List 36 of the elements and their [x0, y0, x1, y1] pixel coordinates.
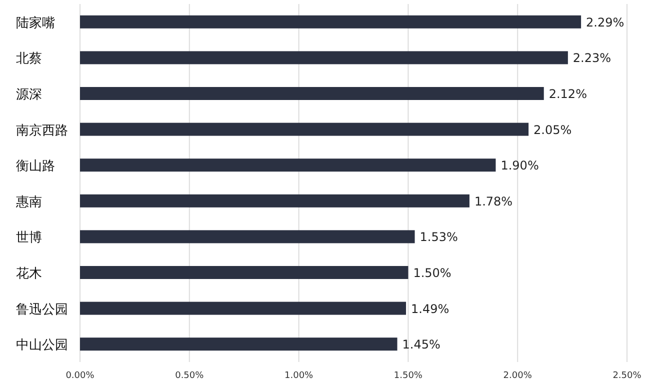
bar: [80, 194, 470, 208]
y-tick-label: 源深: [16, 88, 42, 102]
x-tick-label: 0.00%: [66, 371, 95, 381]
x-tick-label: 2.50%: [612, 371, 642, 381]
x-tick-label: 1.00%: [284, 371, 314, 381]
y-tick-label: 南京西路: [16, 123, 68, 138]
y-tick-label: 衡山路: [16, 159, 55, 174]
data-label: 1.49%: [411, 302, 450, 316]
bar: [80, 122, 529, 136]
data-label: 2.29%: [586, 15, 624, 30]
data-label: 1.45%: [402, 338, 440, 352]
data-label: 1.53%: [420, 230, 458, 244]
data-label: 2.12%: [548, 87, 587, 101]
data-label: 1.78%: [474, 194, 513, 208]
bar: [80, 87, 544, 100]
bar: [80, 230, 415, 244]
y-tick-label: 中山公园: [16, 338, 68, 354]
data-label: 2.05%: [534, 122, 572, 137]
y-tick-label: 花木: [16, 266, 42, 282]
data-label: 2.23%: [572, 51, 612, 66]
bar: [80, 15, 582, 28]
y-tick-label: 世博: [16, 230, 42, 246]
y-tick-label: 惠南: [15, 194, 42, 210]
x-tick-label: 1.50%: [394, 371, 423, 381]
bar: [80, 51, 568, 64]
data-label: 1.90%: [500, 158, 539, 173]
y-tick-label: 陆家嘴: [16, 14, 55, 31]
y-tick-label: 北蔡: [16, 52, 42, 67]
bar: [80, 158, 496, 172]
x-tick-label: 2.00%: [503, 371, 532, 381]
bar: [80, 302, 406, 315]
data-label: 1.50%: [413, 266, 452, 280]
y-tick-label: 鲁迅公园: [16, 302, 68, 318]
bar: [80, 338, 398, 351]
x-tick-label: 0.50%: [175, 371, 204, 381]
bar: [80, 266, 408, 279]
